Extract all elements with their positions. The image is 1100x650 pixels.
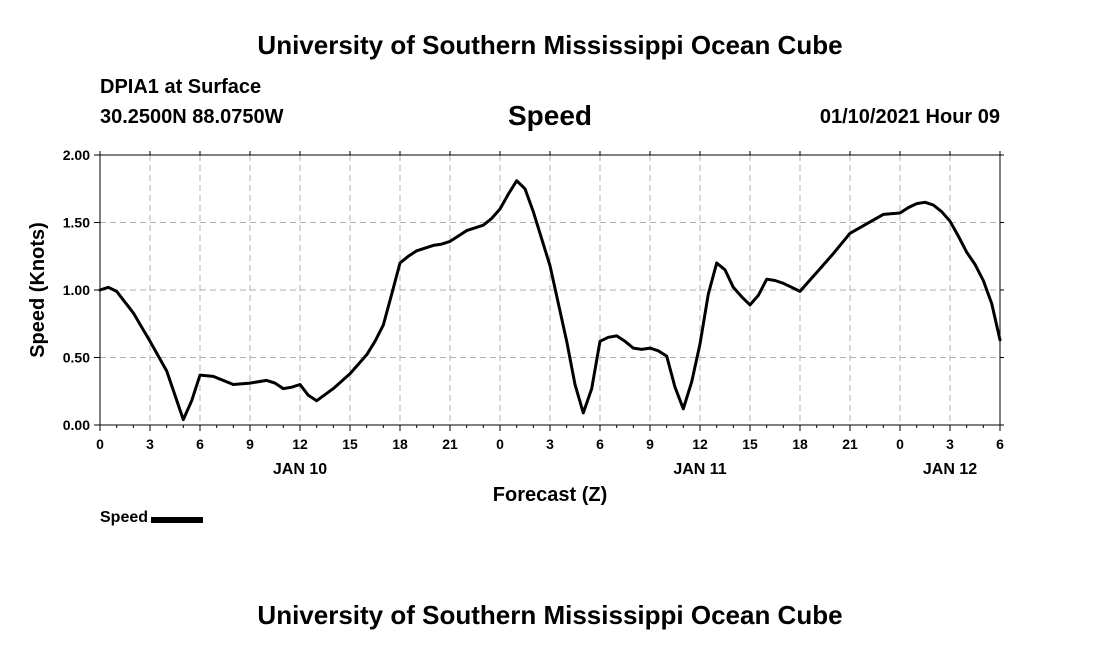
x-tick-label: 9	[646, 436, 654, 452]
x-tick-label: 0	[896, 436, 904, 452]
speed-series-line	[98, 179, 1002, 422]
x-tick-label: 21	[442, 436, 458, 452]
x-tick-label: 12	[692, 436, 708, 452]
x-tick-label: 21	[842, 436, 858, 452]
date-label: JAN 10	[273, 461, 327, 478]
y-tick-label: 2.00	[63, 147, 90, 163]
page-title: University of Southern Mississippi Ocean…	[257, 30, 843, 60]
x-tick-label: 12	[292, 436, 308, 452]
x-tick-label: 18	[392, 436, 408, 452]
forecast-datetime: 01/10/2021 Hour 09	[819, 106, 1000, 128]
x-tick-label: 15	[342, 436, 358, 452]
date-label: JAN 12	[923, 461, 977, 478]
footer-title: University of Southern Mississippi Ocean…	[257, 600, 843, 630]
x-tick-label: 3	[946, 436, 954, 452]
y-axis-label: Speed (Knots)	[27, 222, 49, 358]
coordinates-label: 30.2500N 88.0750W	[100, 106, 284, 128]
y-tick-label: 0.50	[63, 350, 90, 366]
x-tick-label: 9	[246, 436, 254, 452]
x-tick-label: 15	[742, 436, 758, 452]
chart-legend: Speed	[100, 509, 204, 527]
x-tick-label: 3	[546, 436, 554, 452]
y-tick-label: 1.50	[63, 215, 90, 231]
x-axis-label: Forecast (Z)	[493, 484, 607, 506]
x-tick-label: 6	[996, 436, 1004, 452]
station-label: DPIA1 at Surface	[100, 76, 262, 98]
x-tick-label: 6	[196, 436, 204, 452]
x-tick-label: 6	[596, 436, 604, 452]
date-label: JAN 11	[673, 461, 726, 478]
chart-title: Speed	[507, 100, 593, 131]
x-tick-label: 18	[792, 436, 808, 452]
x-tick-label: 0	[96, 436, 104, 452]
y-tick-label: 0.00	[63, 417, 90, 433]
legend-line-swatch	[151, 516, 204, 523]
x-tick-label: 0	[496, 436, 504, 452]
x-tick-label: 3	[146, 436, 154, 452]
y-tick-label: 1.00	[63, 282, 90, 298]
legend-label: Speed	[100, 509, 149, 526]
